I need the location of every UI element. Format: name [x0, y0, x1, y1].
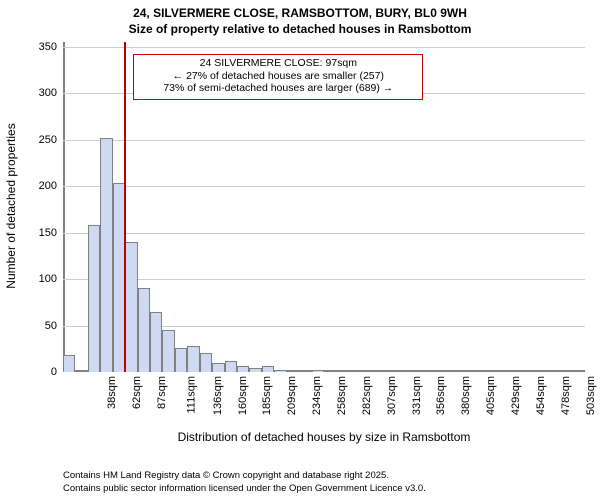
y-tick-label: 250 — [23, 134, 57, 146]
gridline — [63, 47, 585, 48]
histogram-bar — [88, 225, 100, 372]
x-tick-label: 356sqm — [435, 376, 447, 415]
x-tick-label: 185sqm — [261, 376, 273, 415]
histogram-bar — [274, 370, 286, 372]
x-axis-label: Distribution of detached houses by size … — [63, 430, 585, 444]
y-axis-label: Number of detached properties — [4, 41, 18, 371]
histogram-bar — [175, 348, 187, 372]
x-tick-label: 111sqm — [185, 376, 197, 414]
x-tick-label: 454sqm — [535, 376, 547, 415]
histogram-bar — [324, 371, 336, 372]
annotation-line: ← 27% of detached houses are smaller (25… — [138, 70, 418, 83]
histogram-bar — [249, 368, 261, 372]
x-tick-label: 209sqm — [286, 376, 298, 415]
x-tick-label: 478sqm — [560, 376, 572, 415]
x-tick-label: 38sqm — [106, 376, 118, 409]
annotation-box: 24 SILVERMERE CLOSE: 97sqm← 27% of detac… — [133, 54, 423, 100]
x-tick-label: 87sqm — [156, 376, 168, 409]
gridline — [63, 233, 585, 234]
y-tick-label: 150 — [23, 227, 57, 239]
x-tick-label: 160sqm — [237, 376, 249, 415]
footer-line1: Contains HM Land Registry data © Crown c… — [63, 470, 389, 481]
histogram-bar — [187, 346, 199, 372]
histogram-bar — [212, 363, 224, 372]
gridline — [63, 140, 585, 141]
y-axis-line — [63, 42, 65, 372]
histogram-bar — [125, 242, 137, 372]
chart-title-line2: Size of property relative to detached ho… — [0, 22, 600, 36]
y-tick-label: 0 — [23, 366, 57, 378]
x-tick-label: 405sqm — [485, 376, 497, 415]
histogram-bar — [262, 366, 274, 372]
annotation-line: 73% of semi-detached houses are larger (… — [138, 82, 418, 95]
x-tick-label: 429sqm — [510, 376, 522, 415]
y-tick-label: 350 — [23, 41, 57, 53]
x-tick-label: 136sqm — [212, 376, 224, 415]
histogram-bar — [100, 138, 112, 372]
x-tick-label: 380sqm — [460, 376, 472, 415]
histogram-bar — [138, 288, 150, 372]
x-tick-label: 282sqm — [361, 376, 373, 415]
x-tick-label: 234sqm — [311, 376, 323, 415]
reference-line — [124, 42, 126, 372]
histogram-bar — [312, 370, 324, 372]
histogram-bar — [225, 361, 237, 372]
y-tick-label: 50 — [23, 320, 57, 332]
gridline — [63, 279, 585, 280]
chart-root: 24, SILVERMERE CLOSE, RAMSBOTTOM, BURY, … — [0, 0, 600, 500]
histogram-bar — [237, 366, 249, 373]
histogram-bar — [63, 355, 75, 372]
x-tick-label: 307sqm — [386, 376, 398, 415]
y-tick-label: 300 — [23, 87, 57, 99]
chart-title-line1: 24, SILVERMERE CLOSE, RAMSBOTTOM, BURY, … — [0, 6, 600, 20]
histogram-bar — [411, 371, 423, 372]
y-tick-label: 100 — [23, 273, 57, 285]
x-tick-label: 331sqm — [411, 376, 423, 415]
footer-line2: Contains public sector information licen… — [63, 483, 426, 494]
histogram-bar — [436, 371, 448, 372]
histogram-bar — [287, 371, 299, 372]
plot-area: 24 SILVERMERE CLOSE: 97sqm← 27% of detac… — [63, 42, 585, 372]
x-tick-label: 62sqm — [131, 376, 143, 409]
x-tick-label: 503sqm — [585, 376, 597, 415]
annotation-line: 24 SILVERMERE CLOSE: 97sqm — [138, 57, 418, 70]
x-tick-label: 258sqm — [336, 376, 348, 415]
histogram-bar — [200, 353, 212, 372]
gridline — [63, 186, 585, 187]
histogram-bar — [336, 371, 348, 372]
histogram-bar — [150, 312, 162, 372]
y-tick-label: 200 — [23, 180, 57, 192]
histogram-bar — [162, 330, 174, 372]
